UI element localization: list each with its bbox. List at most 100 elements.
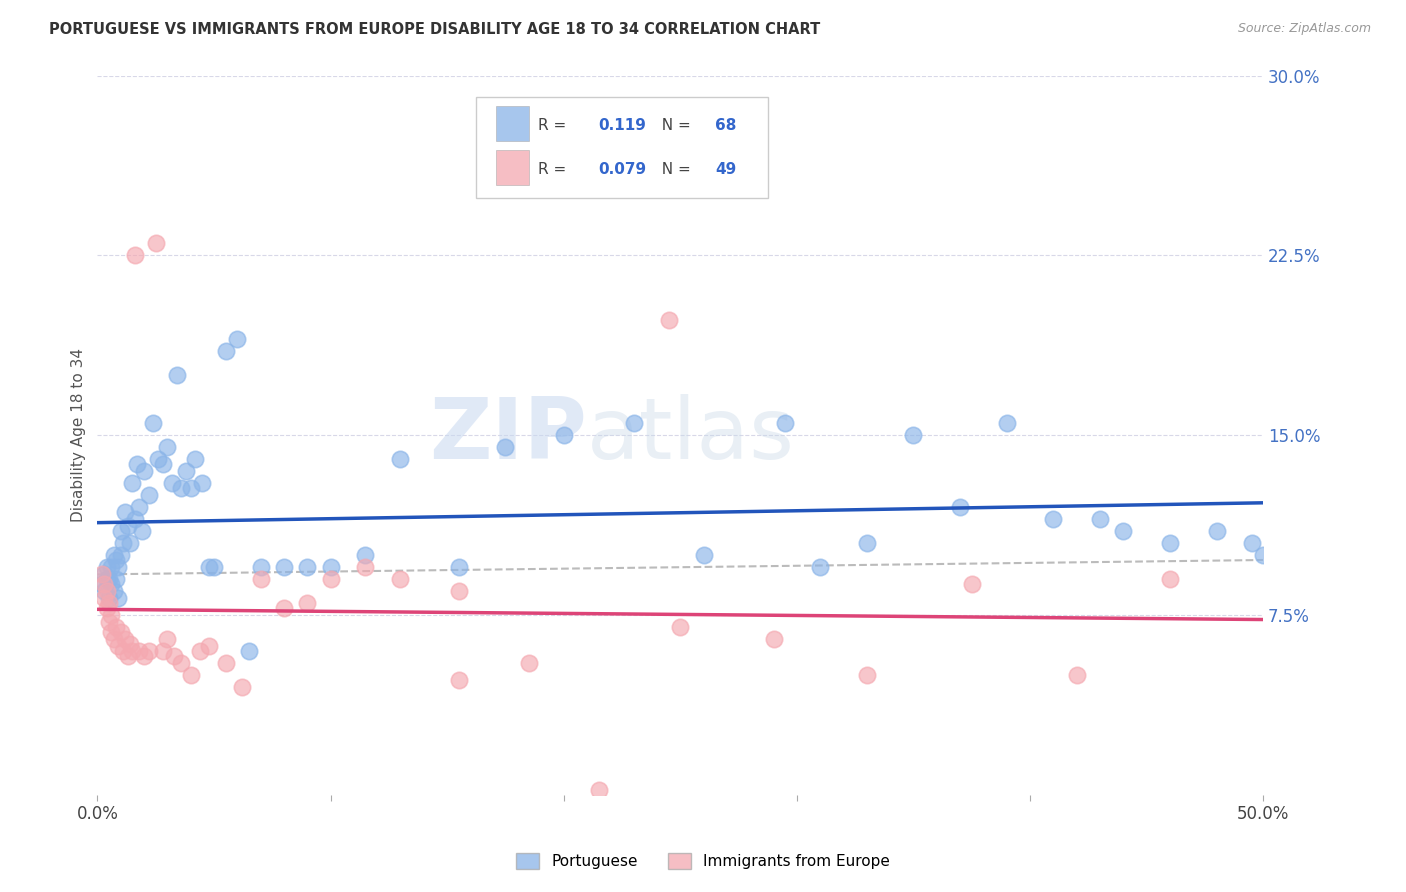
Point [238,644,260,658]
Point [103,632,125,647]
Point [1042,512,1064,526]
Point [856,668,879,682]
Point [184,452,207,467]
Point [111,644,134,658]
Point [163,648,186,663]
Point [110,548,132,562]
Point [110,624,132,639]
Point [100,560,122,574]
Point [389,452,412,467]
Point [91,577,114,591]
Point [669,620,692,634]
Point [389,572,412,586]
Text: R =: R = [538,118,571,133]
Point [132,464,155,478]
Point [191,476,214,491]
Point [118,637,141,651]
Text: R =: R = [538,162,571,178]
Point [170,656,193,670]
Point [100,624,122,639]
Point [96,560,118,574]
Point [121,476,143,491]
Point [100,577,122,591]
Point [214,656,236,670]
Point [114,632,136,647]
Point [447,560,470,574]
Point [903,428,925,442]
Text: N =: N = [652,162,696,178]
Point [808,560,831,574]
Point [145,236,167,251]
Point [180,668,202,682]
Point [319,560,342,574]
Point [103,548,125,562]
Point [249,572,271,586]
Point [198,560,221,574]
Text: N =: N = [652,118,696,133]
Point [1205,524,1227,539]
Point [152,457,174,471]
Point [773,417,796,431]
Point [96,572,118,586]
Point [273,560,295,574]
Point [1088,512,1111,526]
Point [658,313,681,327]
Point [103,584,125,599]
Point [960,577,983,591]
Point [114,505,136,519]
Point [188,644,211,658]
Point [124,512,146,526]
Point [117,648,139,663]
Point [319,572,342,586]
Text: 0.119: 0.119 [599,118,647,133]
Point [226,332,249,346]
Point [142,417,165,431]
Point [93,567,115,582]
Point [180,481,202,495]
Point [96,601,118,615]
Point [1066,668,1088,682]
Point [98,615,121,630]
Point [156,440,179,454]
Point [588,783,610,797]
Point [93,584,115,599]
Point [1240,536,1263,550]
Point [105,572,128,586]
Point [231,680,253,694]
Point [91,567,114,582]
Point [995,417,1018,431]
Point [110,524,132,539]
Point [494,440,516,454]
Point [128,644,150,658]
Point [553,428,575,442]
Text: 49: 49 [716,162,737,178]
Point [117,519,139,533]
Point [100,608,122,623]
Point [138,644,160,658]
Point [166,368,188,383]
Point [1159,572,1181,586]
Point [447,584,470,599]
Point [118,536,141,550]
Text: PORTUGUESE VS IMMIGRANTS FROM EUROPE DISABILITY AGE 18 TO 34 CORRELATION CHART: PORTUGUESE VS IMMIGRANTS FROM EUROPE DIS… [49,22,821,37]
Point [1159,536,1181,550]
Point [98,596,121,610]
Point [98,572,121,586]
Point [273,601,295,615]
Point [131,524,153,539]
Point [447,673,470,687]
Point [354,548,377,562]
Point [174,464,197,478]
Point [96,584,118,599]
Point [762,632,785,647]
Y-axis label: Disability Age 18 to 34: Disability Age 18 to 34 [72,348,86,523]
Point [128,500,150,515]
Point [198,640,221,654]
Point [1251,548,1274,562]
Text: 0.079: 0.079 [599,162,647,178]
Point [170,481,193,495]
Point [125,457,148,471]
Point [107,640,129,654]
FancyBboxPatch shape [496,106,529,141]
Text: 68: 68 [716,118,737,133]
